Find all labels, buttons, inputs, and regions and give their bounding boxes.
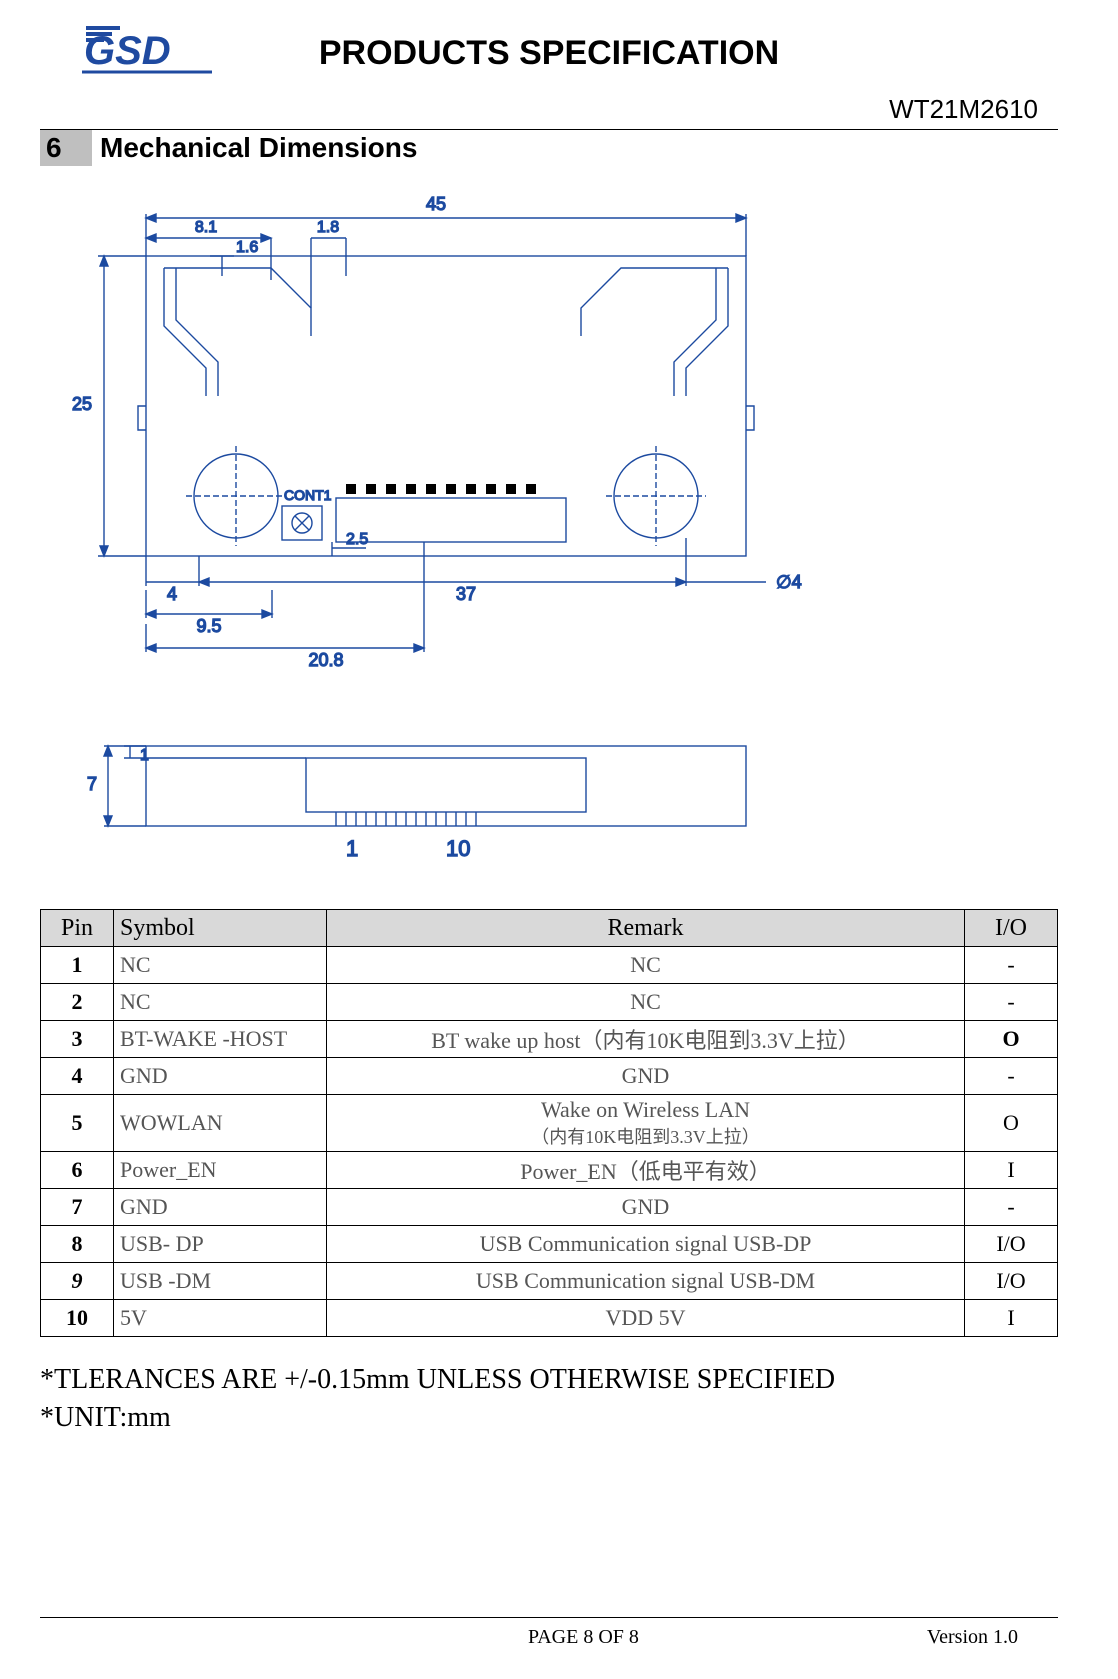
- dim-20p8: 20.8: [308, 650, 343, 670]
- dim-h1: 1: [140, 747, 149, 764]
- dim-phi4: ∅4: [776, 572, 802, 592]
- side-pin-1: 1: [346, 836, 358, 861]
- label-cont1: CONT1: [284, 487, 332, 503]
- table-row: 6Power_ENPower_EN（低电平有效）I: [41, 1152, 1058, 1189]
- dim-9p5: 9.5: [196, 616, 221, 636]
- section-heading: 6 Mechanical Dimensions: [40, 130, 1058, 166]
- mechanical-diagram: CONT1 45 25: [46, 186, 1058, 891]
- table-row: 4GNDGND-: [41, 1058, 1058, 1095]
- notes: *TLERANCES ARE +/-0.15mm UNLESS OTHERWIS…: [40, 1361, 1058, 1437]
- th-symbol: Symbol: [114, 910, 327, 947]
- note-tolerance: *TLERANCES ARE +/-0.15mm UNLESS OTHERWIS…: [40, 1361, 1058, 1399]
- th-io: I/O: [965, 910, 1058, 947]
- dim-4: 4: [167, 584, 177, 604]
- note-unit: *UNIT:mm: [40, 1399, 1058, 1437]
- table-row: 3BT-WAKE -HOSTBT wake up host（内有10K电阻到3.…: [41, 1021, 1058, 1058]
- pin-table: Pin Symbol Remark I/O 1NCNC-2NCNC-3BT-WA…: [40, 909, 1058, 1337]
- model-number: WT21M2610: [40, 94, 1038, 125]
- dim-1p6: 1.6: [236, 239, 258, 256]
- table-row: 8USB- DPUSB Communication signal USB-DPI…: [41, 1226, 1058, 1263]
- table-row: 2NCNC-: [41, 984, 1058, 1021]
- table-row: 105VVDD 5VI: [41, 1300, 1058, 1337]
- section-title: Mechanical Dimensions: [92, 130, 425, 166]
- table-row: 9USB -DMUSB Communication signal USB-DMI…: [41, 1263, 1058, 1300]
- table-row: 7GNDGND-: [41, 1189, 1058, 1226]
- table-row: 5WOWLANWake on Wireless LAN（内有10K电阻到3.3V…: [41, 1095, 1058, 1152]
- dim-37: 37: [456, 584, 476, 604]
- footer-version: Version 1.0: [927, 1626, 1018, 1649]
- section-number: 6: [40, 130, 92, 166]
- dim-2p5: 2.5: [346, 531, 368, 548]
- footer: PAGE 8 OF 8 Version 1.0: [40, 1617, 1058, 1649]
- logo: GSD: [82, 22, 212, 83]
- th-pin: Pin: [41, 910, 114, 947]
- footer-page: PAGE 8 OF 8: [240, 1626, 927, 1649]
- dim-1p8: 1.8: [317, 219, 339, 236]
- dim-8p1: 8.1: [195, 219, 217, 236]
- dim-45: 45: [426, 194, 446, 214]
- side-pin-10: 10: [446, 836, 470, 861]
- th-remark: Remark: [327, 910, 965, 947]
- dim-25: 25: [72, 394, 92, 414]
- table-row: 1NCNC-: [41, 947, 1058, 984]
- dim-h7: 7: [87, 774, 97, 794]
